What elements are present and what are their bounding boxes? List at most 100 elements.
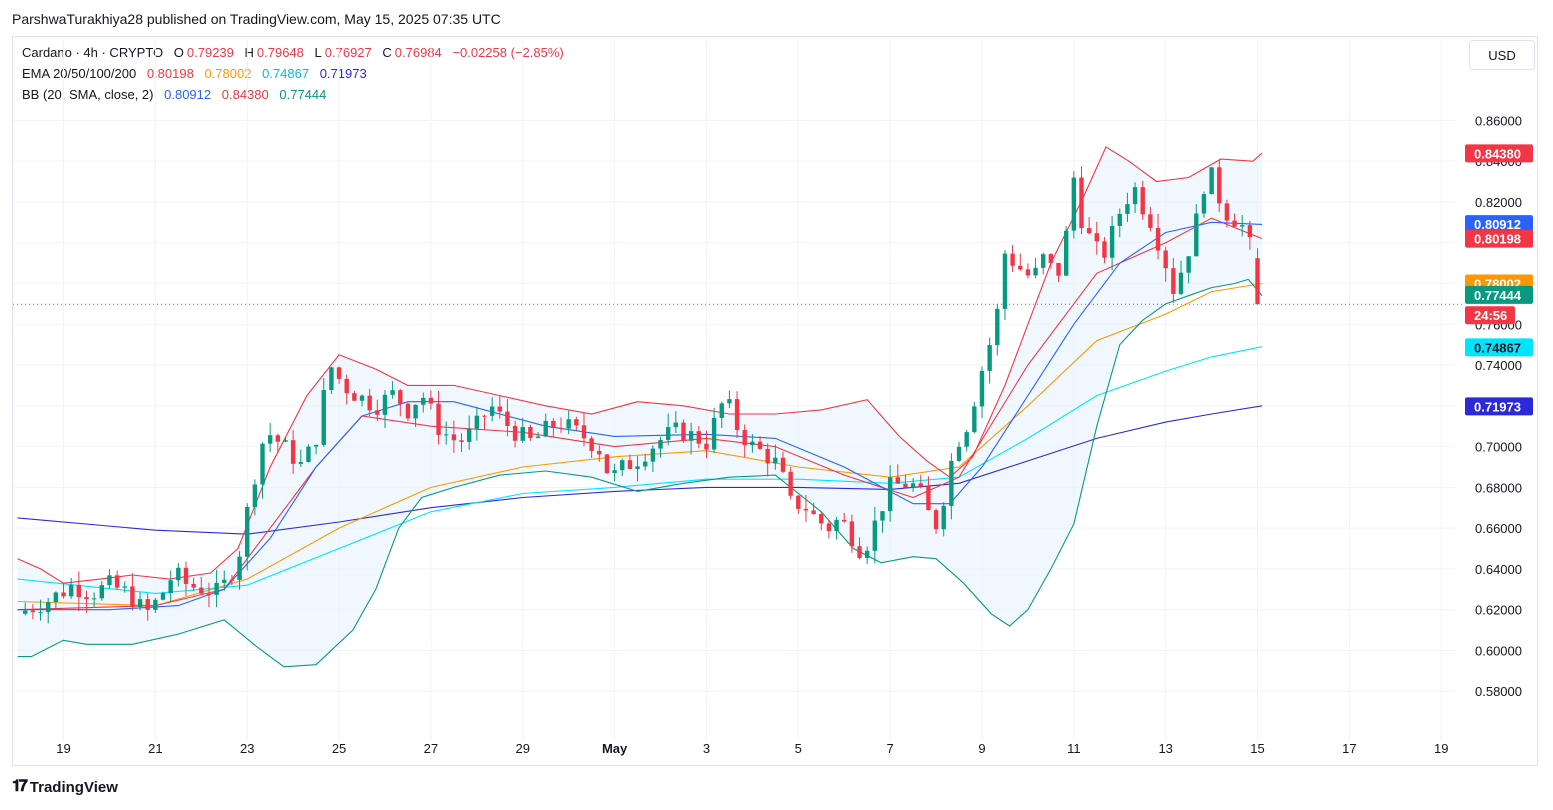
candle-body bbox=[466, 428, 472, 442]
price-axis-label-bg bbox=[1465, 285, 1533, 304]
candle-body bbox=[489, 406, 495, 416]
candle-body bbox=[811, 510, 816, 515]
candle-body bbox=[849, 521, 855, 547]
ema200-line bbox=[17, 405, 1263, 535]
candle-body bbox=[1079, 177, 1084, 229]
candle-body bbox=[451, 434, 457, 441]
candle-body bbox=[1025, 269, 1031, 276]
candle-body bbox=[459, 440, 464, 442]
candle-body bbox=[99, 585, 104, 599]
candle-body bbox=[382, 394, 388, 415]
x-tick-label: 29 bbox=[516, 741, 530, 756]
bb-lower-line bbox=[17, 278, 1263, 668]
candle-body bbox=[1171, 268, 1176, 294]
candle-body bbox=[482, 415, 487, 417]
candle-body bbox=[497, 406, 502, 412]
candle-body bbox=[137, 599, 143, 608]
candle-body bbox=[688, 431, 694, 441]
x-tick-label: 5 bbox=[795, 741, 802, 756]
candle-body bbox=[864, 550, 870, 558]
ema-label[interactable]: EMA 20/50/100/200 bbox=[22, 66, 137, 81]
candle-body bbox=[199, 587, 204, 594]
candle-body bbox=[160, 593, 166, 600]
brand-name: TradingView bbox=[29, 778, 118, 796]
candle-body bbox=[979, 370, 985, 407]
candle-body bbox=[727, 399, 732, 404]
candle-body bbox=[474, 415, 480, 429]
x-tick-label: 3 bbox=[703, 741, 710, 756]
bb-basis-value: 0.80912 bbox=[164, 87, 212, 102]
candle-body bbox=[711, 417, 717, 450]
candle-body bbox=[1117, 213, 1122, 226]
candle-body bbox=[612, 470, 617, 474]
open-label: O bbox=[173, 45, 184, 60]
candle-body bbox=[329, 367, 334, 391]
candle-body bbox=[719, 403, 724, 418]
bb-legend[interactable]: BB (20, SMA, close, 2) 0.80912 0.84380 0… bbox=[22, 87, 329, 102]
close-label: C bbox=[382, 45, 392, 60]
candle-body bbox=[183, 567, 189, 584]
bb-label[interactable]: BB (20, SMA, close, 2) bbox=[22, 87, 154, 102]
candle-body bbox=[887, 477, 893, 512]
candle-body bbox=[796, 495, 801, 509]
candle-body bbox=[910, 483, 916, 488]
candle-body bbox=[1240, 225, 1245, 227]
candle-body bbox=[1155, 227, 1161, 251]
candle-body bbox=[153, 599, 158, 610]
candle-body bbox=[581, 425, 587, 439]
candle-body bbox=[1209, 167, 1214, 195]
candle-body bbox=[46, 601, 51, 613]
candle-body bbox=[918, 483, 923, 487]
y-tick-label: 0.62000 bbox=[1475, 603, 1522, 618]
candle-body bbox=[964, 432, 969, 447]
candle-body bbox=[352, 393, 357, 401]
ohlc-legend[interactable]: Cardano · 4h · CRYPTO O 0.79239 H 0.79648 … bbox=[22, 45, 567, 60]
x-tick-label: 11 bbox=[1067, 741, 1081, 756]
candle-body bbox=[933, 510, 939, 530]
candle-body bbox=[520, 427, 525, 441]
candle-body bbox=[245, 506, 250, 557]
candle-body bbox=[229, 579, 235, 581]
candle-body bbox=[1217, 167, 1222, 204]
ema100-value: 0.74867 bbox=[262, 66, 310, 81]
candle-body bbox=[750, 441, 755, 446]
bb-upper-line bbox=[17, 146, 1263, 584]
candle-body bbox=[260, 443, 265, 485]
ema-legend[interactable]: EMA 20/50/100/200 0.80198 0.78002 0.7486… bbox=[22, 66, 370, 81]
candle-body bbox=[1002, 253, 1008, 309]
ema200-value: 0.71973 bbox=[319, 66, 367, 81]
candle-body bbox=[214, 582, 219, 595]
candle-body bbox=[436, 403, 441, 435]
candle-body bbox=[627, 460, 633, 469]
candle-body bbox=[941, 505, 946, 530]
candle-body bbox=[903, 483, 908, 488]
candle-body bbox=[673, 422, 679, 428]
candle-body bbox=[114, 575, 120, 588]
candle-body bbox=[38, 612, 43, 614]
candle-body bbox=[321, 390, 326, 445]
candle-body bbox=[773, 457, 778, 464]
candle-body bbox=[819, 514, 824, 524]
candle-body bbox=[122, 586, 127, 588]
low-label: L bbox=[314, 45, 322, 60]
candle-body bbox=[68, 584, 74, 597]
candle-body bbox=[734, 399, 740, 430]
candle-body bbox=[428, 397, 434, 404]
ema100-line bbox=[17, 346, 1263, 594]
candle-body bbox=[987, 345, 992, 371]
currency-button[interactable]: USD bbox=[1469, 40, 1535, 70]
candle-body bbox=[643, 461, 648, 467]
candle-body bbox=[757, 441, 763, 449]
candle-body bbox=[696, 431, 701, 444]
symbol-label[interactable]: Cardano · 4h · CRYPTO bbox=[22, 45, 164, 60]
candle-body bbox=[306, 446, 311, 463]
candle-body bbox=[298, 462, 303, 464]
tradingview-logo[interactable]: 𝟏𝟕 TradingView bbox=[12, 778, 118, 796]
candle-body bbox=[84, 597, 89, 600]
x-tick-label: 23 bbox=[240, 741, 254, 756]
y-tick-label: 0.74000 bbox=[1475, 358, 1522, 373]
candle-body bbox=[857, 546, 862, 558]
candle-body bbox=[405, 403, 411, 419]
y-tick-label: 0.64000 bbox=[1475, 562, 1522, 577]
